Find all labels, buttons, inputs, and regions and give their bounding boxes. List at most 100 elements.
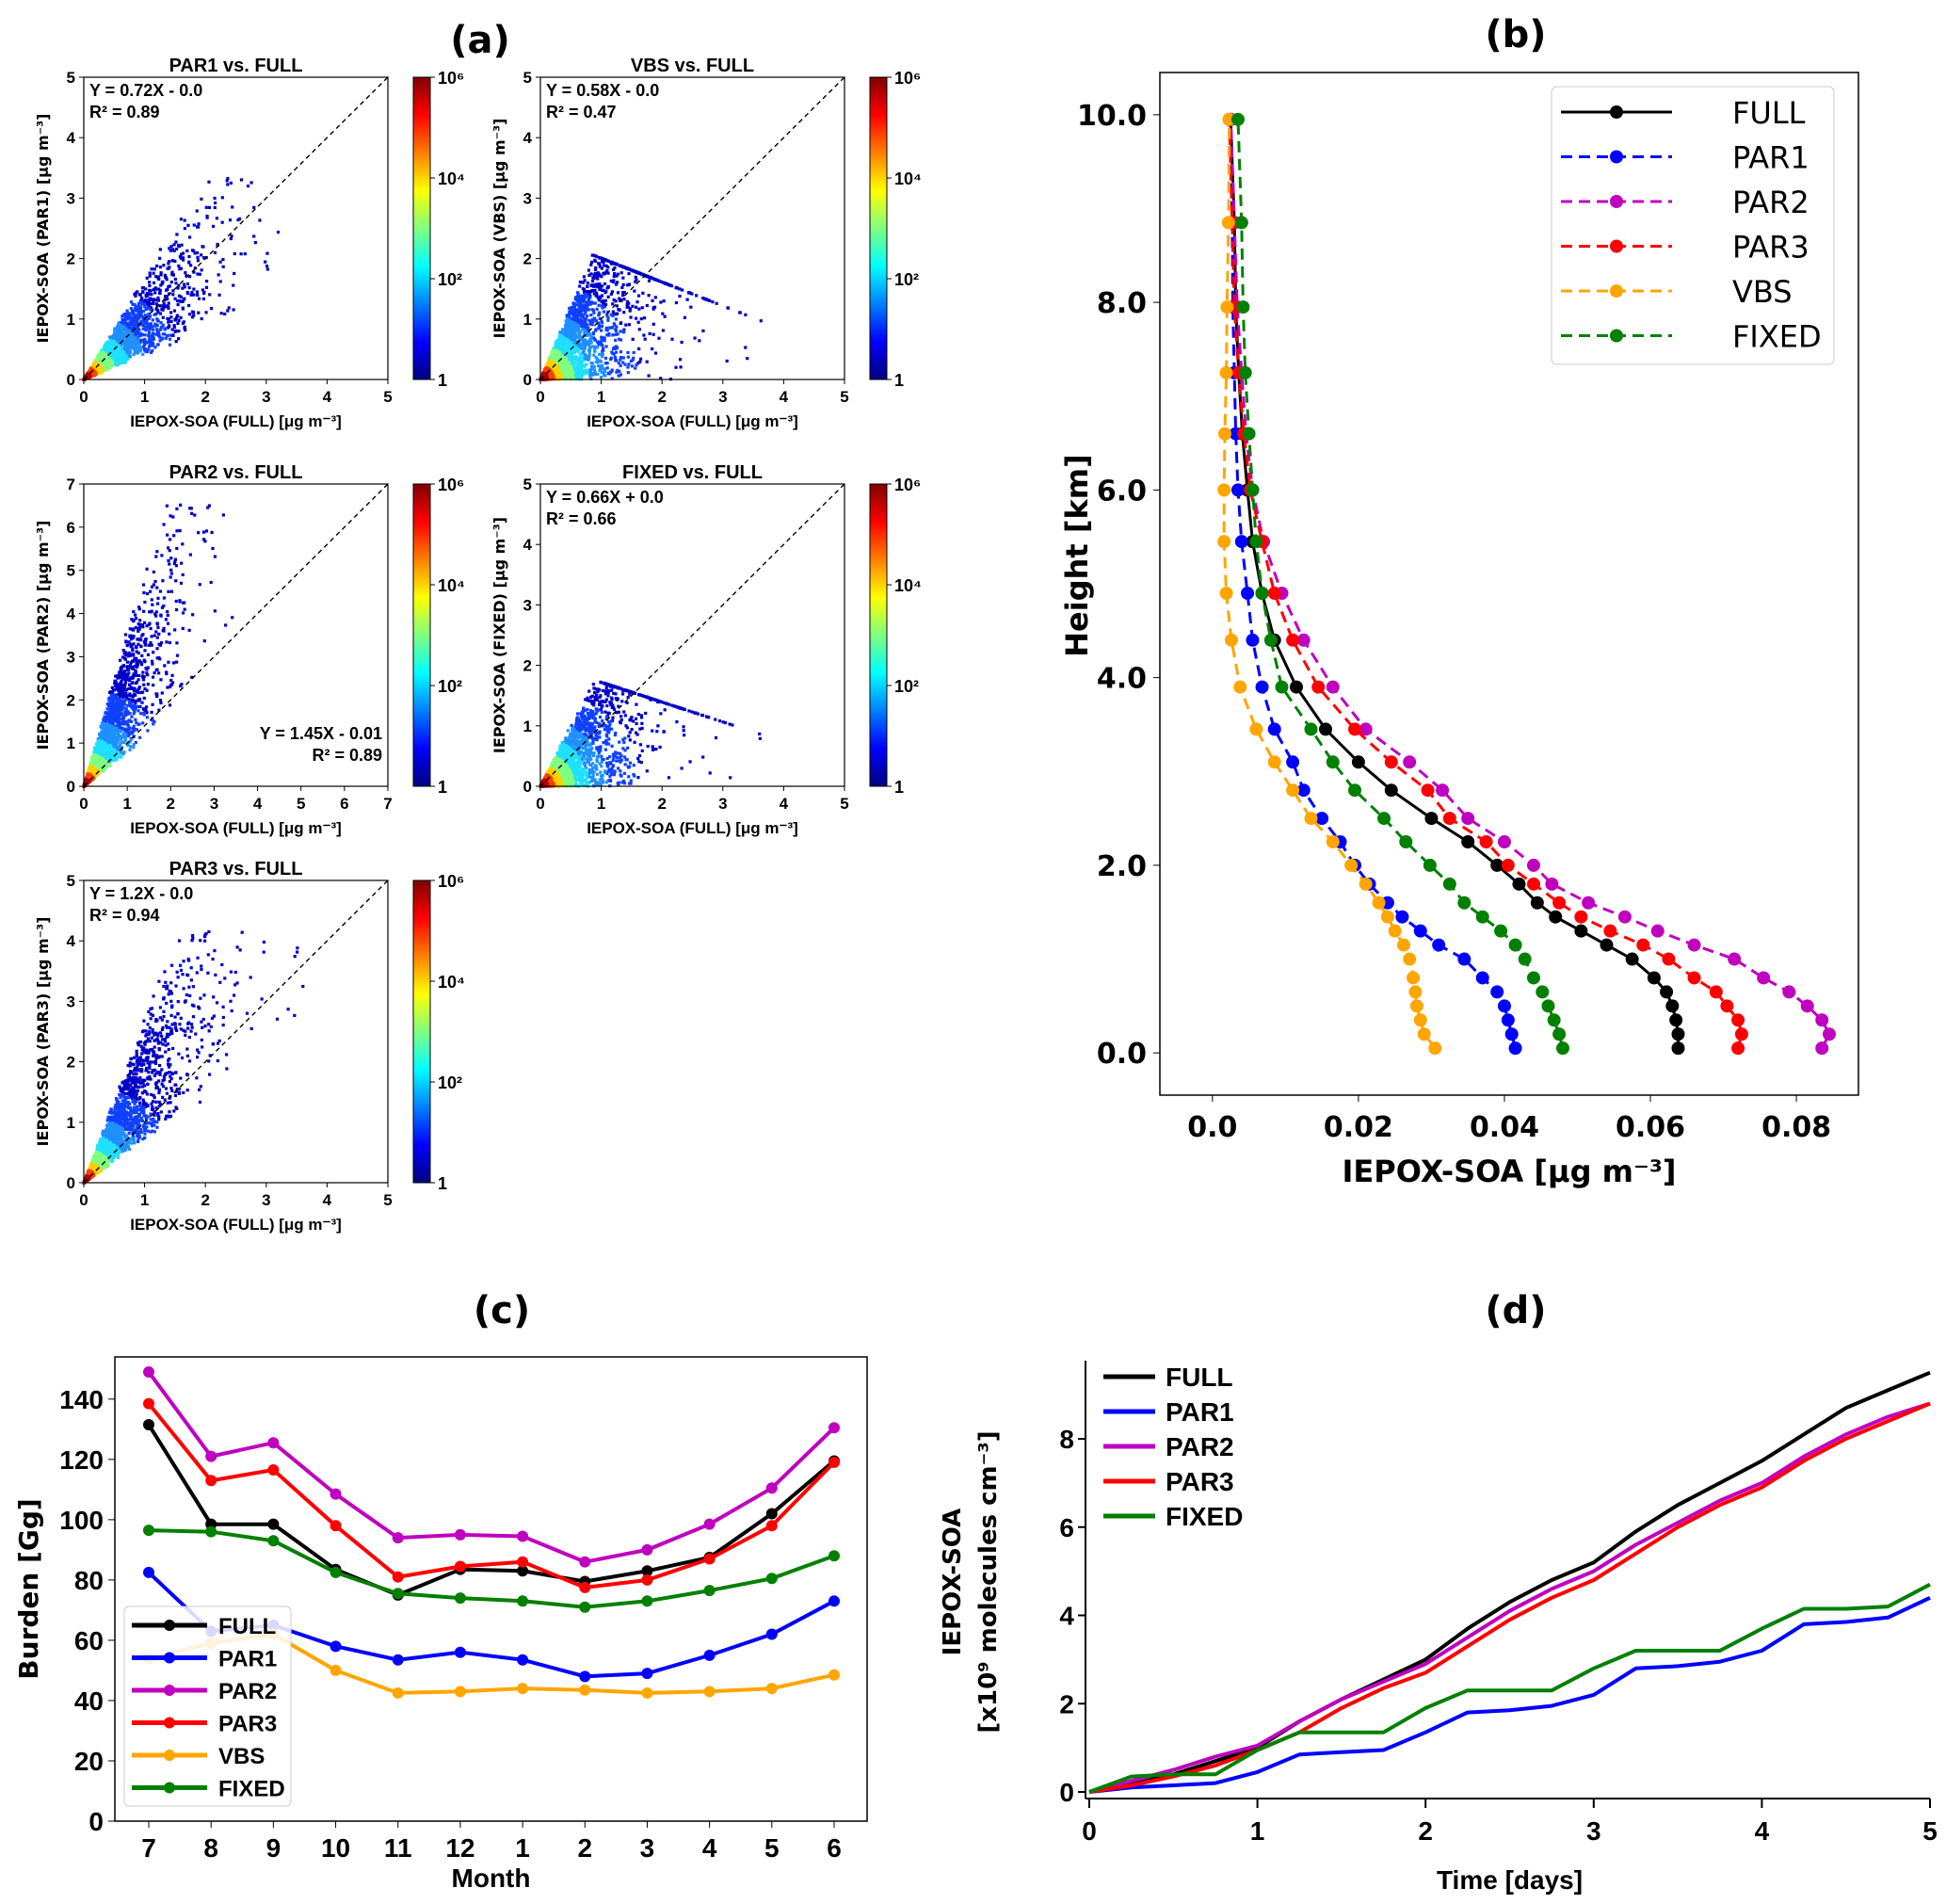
- density-point: [264, 260, 267, 264]
- density-point: [621, 361, 625, 364]
- density-point: [587, 346, 592, 349]
- density-point: [156, 287, 161, 291]
- density-point: [615, 370, 619, 374]
- density-point: [150, 308, 154, 312]
- density-point: [586, 281, 590, 285]
- density-point: [179, 252, 184, 256]
- density-point: [609, 357, 613, 362]
- density-point: [588, 302, 592, 306]
- y-tick-label: 2: [67, 250, 75, 268]
- density-point: [662, 299, 666, 303]
- density-point: [170, 328, 174, 331]
- density-point: [209, 306, 214, 311]
- density-point: [189, 264, 193, 267]
- density-point: [162, 306, 166, 310]
- density-point: [591, 301, 595, 305]
- density-point: [583, 328, 587, 331]
- density-point: [597, 285, 602, 289]
- density-point: [575, 303, 579, 307]
- density-point: [582, 299, 586, 303]
- density-point: [603, 299, 608, 302]
- density-point: [149, 302, 153, 306]
- density-point: [637, 328, 641, 331]
- density-point: [172, 243, 176, 247]
- density-point: [613, 266, 617, 270]
- density-point: [232, 308, 235, 312]
- density-point: [182, 282, 186, 286]
- density-point: [581, 309, 585, 313]
- density-point: [174, 240, 178, 244]
- density-point: [579, 295, 583, 299]
- density-point: [152, 271, 155, 275]
- density-point: [158, 328, 162, 331]
- density-point: [589, 320, 594, 325]
- density-point: [148, 271, 152, 275]
- one-to-one-line: [83, 76, 389, 380]
- density-point: [603, 374, 607, 378]
- density-point: [120, 361, 124, 365]
- density-point: [572, 325, 576, 330]
- density-point: [642, 316, 647, 320]
- panel-label-a: (a): [450, 19, 510, 62]
- density-point: [601, 288, 604, 293]
- density-point: [616, 291, 620, 295]
- density-point: [598, 287, 602, 291]
- density-point: [144, 322, 148, 326]
- density-point: [600, 338, 603, 342]
- density-point: [589, 367, 593, 372]
- density-point: [679, 365, 683, 369]
- density-point: [566, 326, 570, 331]
- density-point: [593, 301, 597, 305]
- x-tick-label: 1: [140, 388, 149, 406]
- density-point: [152, 281, 156, 284]
- density-point: [604, 264, 608, 268]
- density-point: [581, 347, 585, 350]
- density-point: [584, 292, 587, 297]
- density-point: [201, 297, 206, 301]
- density-point: [141, 324, 145, 328]
- density-point: [139, 296, 144, 300]
- density-point: [176, 315, 180, 318]
- x-tick-label: 5: [383, 388, 392, 406]
- density-point: [143, 333, 147, 337]
- density-point: [600, 284, 604, 288]
- density-point: [631, 304, 635, 308]
- density-point: [114, 338, 119, 343]
- density-point: [189, 293, 193, 297]
- density-point: [161, 332, 166, 336]
- density-point: [140, 286, 145, 290]
- density-point: [678, 358, 683, 362]
- density-point: [634, 275, 637, 279]
- density-point: [600, 294, 603, 298]
- density-point: [603, 362, 608, 365]
- density-point: [141, 327, 145, 331]
- density-point: [603, 291, 607, 295]
- density-point: [112, 337, 116, 342]
- density-point: [583, 297, 587, 300]
- density-point: [132, 346, 136, 350]
- density-point: [169, 244, 173, 249]
- density-point: [196, 272, 200, 276]
- density-point: [686, 291, 691, 295]
- density-point: [621, 291, 625, 295]
- density-point: [619, 356, 623, 360]
- density-point: [636, 362, 640, 365]
- density-point: [589, 260, 594, 265]
- density-point: [674, 365, 678, 369]
- density-point: [600, 363, 604, 367]
- density-point: [153, 346, 157, 349]
- density-point: [600, 319, 603, 323]
- density-point: [148, 337, 152, 341]
- density-point: [615, 281, 619, 284]
- density-point: [593, 368, 597, 372]
- density-point: [171, 333, 175, 338]
- density-point: [593, 338, 597, 342]
- density-point: [602, 370, 606, 375]
- density-point: [613, 323, 617, 328]
- density-point: [158, 248, 162, 251]
- density-point: [602, 264, 606, 267]
- density-point: [632, 356, 635, 360]
- density-point: [597, 256, 602, 260]
- density-point: [144, 287, 148, 291]
- density-point: [123, 315, 127, 319]
